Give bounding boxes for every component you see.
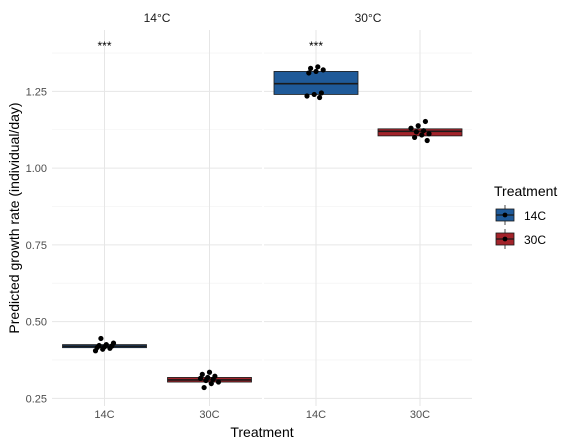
data-point — [415, 123, 421, 129]
data-point — [412, 134, 418, 141]
data-point — [205, 374, 211, 381]
data-point — [320, 67, 326, 73]
data-point — [408, 125, 414, 131]
legend-point — [502, 236, 508, 242]
x-axis-title: Treatment — [230, 424, 293, 440]
data-point — [98, 335, 104, 342]
jitter-point-layer — [92, 64, 432, 391]
data-point — [308, 65, 314, 71]
data-point — [208, 380, 214, 387]
data-point — [315, 64, 321, 70]
y-axis-ticks: 0.25 0.50 0.75 1.00 1.25 — [26, 86, 47, 405]
data-point — [96, 342, 102, 349]
data-point — [197, 375, 204, 381]
y-tick-label: 0.25 — [26, 393, 47, 405]
data-point — [304, 93, 310, 99]
data-point — [206, 369, 213, 375]
data-point — [317, 94, 323, 101]
x-tick-label: 30C — [410, 409, 430, 421]
x-tick-label: 14C — [94, 409, 114, 421]
data-point — [313, 68, 319, 75]
y-tick-label: 1.00 — [26, 163, 47, 175]
y-axis-title: Predicted growth rate (individual/day) — [6, 102, 22, 333]
legend-label: 30C — [524, 233, 546, 247]
data-point — [212, 373, 218, 379]
x-axis-ticks: 14C 30C 14C 30C — [94, 409, 430, 421]
boxplot-layer — [62, 71, 463, 383]
legend: Treatment 14C 30C — [494, 183, 557, 249]
data-point — [110, 340, 117, 346]
facet-strip-label: 14°C — [144, 11, 171, 25]
legend-label: 14C — [524, 209, 546, 223]
grid-layer — [52, 30, 472, 406]
data-point — [199, 371, 205, 377]
data-point — [426, 131, 432, 137]
facet-strips: 14°C 30°C — [144, 11, 382, 25]
x-tick-label: 14C — [306, 409, 326, 421]
y-tick-label: 0.75 — [26, 240, 47, 252]
significance-label: *** — [309, 39, 323, 53]
data-point — [422, 118, 428, 125]
data-point — [311, 91, 317, 98]
legend-key-30C: 30C — [495, 229, 546, 249]
data-point — [201, 384, 207, 391]
data-point — [103, 342, 109, 348]
y-tick-label: 0.50 — [26, 317, 47, 329]
significance-label: *** — [97, 39, 111, 53]
boxplot-14C — [273, 71, 359, 95]
data-point — [413, 129, 419, 135]
y-tick-label: 1.25 — [26, 86, 47, 98]
data-point — [306, 70, 312, 76]
significance-annotations: *** *** — [97, 39, 323, 53]
data-point — [318, 90, 324, 96]
data-point — [215, 379, 222, 385]
x-tick-label: 30C — [199, 409, 219, 421]
data-point — [424, 137, 430, 144]
legend-keys: 14C 30C — [495, 205, 546, 249]
data-point — [421, 128, 427, 134]
legend-key-14C: 14C — [495, 205, 546, 225]
legend-title: Treatment — [494, 183, 557, 199]
facet-strip-label: 30°C — [355, 11, 382, 25]
legend-point — [502, 212, 508, 218]
data-point — [419, 132, 425, 138]
